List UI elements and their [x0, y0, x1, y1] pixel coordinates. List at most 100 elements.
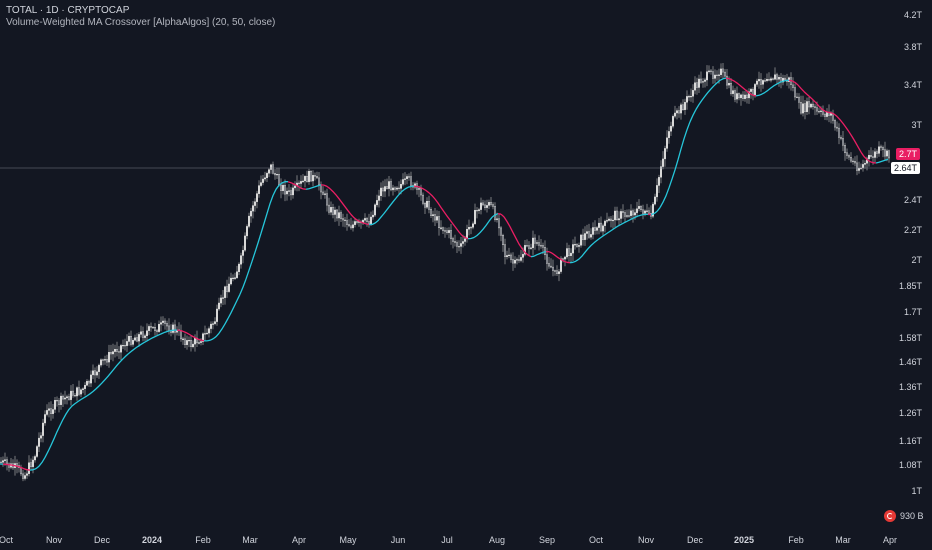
candle	[606, 220, 609, 222]
candle	[548, 263, 551, 267]
symbol-title[interactable]: TOTAL · 1D · CRYPTOCAP	[6, 5, 130, 16]
candle	[740, 94, 743, 99]
candle	[338, 212, 341, 219]
candle	[852, 160, 855, 163]
time-axis-label: Oct	[0, 535, 14, 545]
candle	[330, 207, 333, 213]
candle	[686, 96, 689, 103]
candle	[778, 76, 781, 80]
candle	[668, 131, 671, 138]
candle	[524, 245, 527, 255]
candle	[282, 185, 285, 191]
candle	[886, 150, 889, 157]
candle	[628, 215, 631, 217]
price-axis-label: 2.2T	[903, 225, 922, 235]
candle	[430, 209, 433, 216]
candle	[213, 321, 216, 324]
candle	[334, 209, 337, 215]
time-axis-label: Feb	[788, 535, 804, 545]
candle	[624, 212, 627, 217]
candle	[690, 95, 693, 98]
candle	[97, 364, 100, 372]
candle	[466, 228, 469, 239]
candle	[796, 96, 799, 99]
candle	[578, 245, 581, 247]
candle	[390, 181, 393, 191]
candle	[241, 250, 244, 256]
candle	[826, 112, 829, 117]
candle	[856, 162, 859, 171]
candle	[308, 170, 311, 182]
candle	[211, 323, 214, 325]
candle	[732, 90, 735, 94]
candle	[89, 374, 92, 384]
candle	[824, 113, 827, 117]
crypto-logo-icon[interactable]	[884, 510, 896, 522]
candle	[280, 184, 283, 191]
candle	[476, 209, 479, 212]
price-axis-label: 1.85T	[898, 281, 922, 291]
candle	[231, 277, 234, 280]
candle	[770, 78, 773, 81]
candle	[3, 459, 6, 461]
candle	[664, 148, 667, 160]
candle	[418, 188, 421, 190]
candle	[229, 277, 232, 285]
candle	[442, 227, 445, 231]
candle	[56, 400, 59, 402]
candle	[207, 328, 210, 334]
candle	[107, 352, 110, 363]
candle	[838, 127, 841, 138]
candle	[111, 351, 114, 355]
candle	[874, 151, 877, 158]
candle	[576, 244, 579, 247]
candle	[342, 218, 345, 221]
candle	[626, 215, 629, 217]
candle	[227, 283, 230, 292]
candle	[800, 102, 803, 114]
candle	[133, 337, 136, 341]
candle	[552, 266, 555, 271]
candle	[294, 185, 297, 189]
candle	[121, 345, 124, 347]
candle	[810, 103, 813, 108]
candle	[490, 202, 493, 205]
candle	[676, 110, 679, 114]
candle	[440, 227, 443, 229]
candle	[235, 271, 238, 278]
candle	[526, 245, 529, 247]
candle	[436, 216, 439, 221]
candle	[42, 422, 45, 436]
price-axis-label: 1.46T	[898, 357, 922, 367]
candle	[354, 221, 357, 225]
candle	[276, 173, 279, 176]
candle	[834, 120, 837, 128]
candle	[846, 152, 849, 156]
candle	[298, 182, 301, 185]
candle	[60, 395, 63, 405]
candle	[446, 230, 449, 233]
time-axis-label: Oct	[588, 535, 604, 545]
candle	[400, 183, 403, 189]
candle	[290, 190, 293, 196]
candle	[310, 170, 313, 182]
price-axis-label: 1.26T	[898, 408, 922, 418]
candle	[656, 185, 659, 198]
candle	[318, 177, 321, 185]
candle	[52, 409, 55, 414]
candle	[274, 172, 277, 176]
candle	[34, 456, 37, 461]
candle	[878, 146, 881, 154]
candle	[58, 400, 61, 405]
candle	[38, 437, 41, 447]
price-axis-label: 4.2T	[903, 10, 922, 20]
candle	[141, 331, 144, 338]
candle	[36, 446, 39, 457]
candle	[197, 342, 200, 344]
candle	[219, 297, 222, 304]
indicator-title[interactable]: Volume-Weighted MA Crossover [AlphaAlgos…	[6, 17, 276, 28]
candle	[115, 349, 118, 352]
candle	[582, 234, 585, 240]
candle	[71, 390, 74, 396]
